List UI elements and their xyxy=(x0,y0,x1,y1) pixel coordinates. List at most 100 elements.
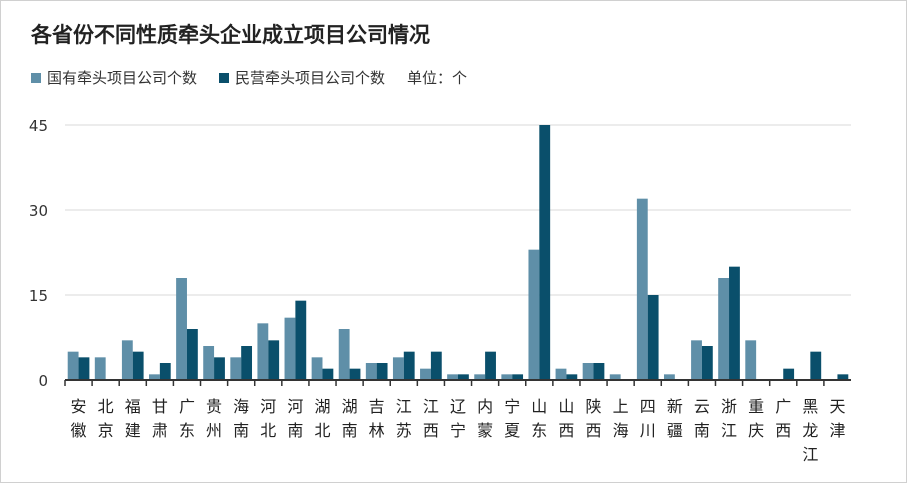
x-tick-label: 海 xyxy=(233,397,249,416)
bar-state xyxy=(501,374,513,380)
bar-state xyxy=(338,329,350,380)
bar-state xyxy=(718,278,730,380)
x-tick-label: 海 xyxy=(613,421,629,440)
x-tick-label: 安 xyxy=(71,397,87,416)
bar-private xyxy=(159,363,171,380)
x-tick-label: 夏 xyxy=(504,421,520,440)
x-tick-label: 甘 xyxy=(152,397,168,416)
x-tick-label: 内 xyxy=(477,397,493,416)
bar-private xyxy=(512,374,524,380)
bar-private xyxy=(349,368,361,380)
x-tick-label: 西 xyxy=(586,421,602,440)
bar-private xyxy=(268,340,280,380)
chart-title: 各省份不同性质牵头企业成立项目公司情况 xyxy=(31,23,430,47)
x-tick-label: 南 xyxy=(342,421,358,440)
x-tick-label: 庆 xyxy=(748,421,764,440)
x-tick-label: 州 xyxy=(206,421,222,440)
bar-state xyxy=(121,340,133,380)
legend-item-state: 国有牵头项目公司个数 xyxy=(31,67,197,88)
bar-private xyxy=(837,374,849,380)
legend-swatch-private xyxy=(219,72,230,83)
x-tick-label: 山 xyxy=(558,397,574,416)
bar-state xyxy=(176,278,187,380)
x-tick-label: 广 xyxy=(179,397,195,416)
bar-state xyxy=(582,363,594,380)
legend-label-private: 民营牵头项目公司个数 xyxy=(235,69,386,87)
bar-private xyxy=(186,329,198,380)
x-tick-label: 北 xyxy=(98,397,114,416)
x-tick-label: 宁 xyxy=(450,421,466,440)
x-tick-label: 黑 xyxy=(802,397,818,416)
x-tick-label: 四 xyxy=(640,397,656,416)
x-tick-label: 浙 xyxy=(721,397,737,416)
bar-private xyxy=(403,351,415,380)
bar-state xyxy=(528,249,540,380)
x-tick-label: 湖 xyxy=(342,397,358,416)
bar-state xyxy=(691,340,702,380)
x-tick-label: 河 xyxy=(260,397,276,416)
bar-state xyxy=(149,374,160,380)
x-tick-label: 福 xyxy=(125,397,141,416)
bar-private xyxy=(78,357,90,380)
bar-private xyxy=(376,363,388,380)
x-tick-label: 上 xyxy=(613,397,629,416)
x-tick-label: 江 xyxy=(423,397,439,416)
bar-state xyxy=(555,368,567,380)
bar-state xyxy=(392,357,404,380)
x-tick-label: 龙 xyxy=(802,421,818,440)
legend: 国有牵头项目公司个数 民营牵头项目公司个数 单位：个 xyxy=(31,67,467,88)
x-tick-label: 吉 xyxy=(369,397,385,416)
x-tick-label: 重 xyxy=(748,397,764,416)
bar-state xyxy=(663,374,675,380)
bar-state xyxy=(474,374,486,380)
x-tick-label: 山 xyxy=(531,397,547,416)
x-tick-label: 建 xyxy=(125,421,141,440)
y-tick-label: 30 xyxy=(29,202,48,220)
x-tick-label: 湖 xyxy=(314,397,330,416)
bar-private xyxy=(322,368,334,380)
bar-private xyxy=(647,295,659,380)
bar-private xyxy=(241,346,253,380)
x-tick-label: 川 xyxy=(640,421,656,440)
x-tick-label: 苏 xyxy=(396,421,412,440)
legend-label-state: 国有牵头项目公司个数 xyxy=(47,69,198,87)
x-tick-label: 京 xyxy=(98,421,114,440)
bar-private xyxy=(810,351,822,380)
bar-private xyxy=(593,363,605,380)
bar-state xyxy=(67,351,79,380)
x-tick-label: 贵 xyxy=(206,397,222,416)
x-tick-label: 江 xyxy=(396,397,412,416)
x-tick-label: 蒙 xyxy=(477,421,493,440)
bar-private xyxy=(295,300,307,380)
bar-state xyxy=(365,363,377,380)
y-tick-label: 0 xyxy=(38,372,48,390)
x-tick-label: 西 xyxy=(558,421,574,440)
bar-state xyxy=(447,374,458,380)
x-tick-label: 津 xyxy=(829,421,845,440)
x-tick-label: 云 xyxy=(694,397,710,416)
bar-state xyxy=(203,346,215,380)
bar-state xyxy=(745,340,757,380)
x-tick-label: 东 xyxy=(531,421,547,440)
bar-state xyxy=(636,198,648,380)
x-tick-label: 新 xyxy=(667,397,683,416)
x-tick-label: 西 xyxy=(775,421,791,440)
x-tick-label: 徽 xyxy=(71,421,87,440)
x-tick-label: 西 xyxy=(423,421,439,440)
bar-state xyxy=(230,357,242,380)
x-tick-label: 江 xyxy=(721,421,737,440)
x-tick-label: 南 xyxy=(233,421,249,440)
x-tick-label: 宁 xyxy=(504,397,520,416)
x-tick-label: 天 xyxy=(829,397,845,416)
bar-state xyxy=(94,357,106,380)
bar-private xyxy=(539,125,551,380)
bar-private xyxy=(566,374,578,380)
y-tick-label: 45 xyxy=(29,117,48,135)
x-tick-label: 辽 xyxy=(450,397,466,416)
legend-swatch-state xyxy=(31,72,41,83)
x-tick-label: 北 xyxy=(314,421,330,440)
bar-private xyxy=(430,351,442,380)
x-tick-label: 河 xyxy=(287,397,303,416)
x-tick-label: 陕 xyxy=(586,397,602,416)
